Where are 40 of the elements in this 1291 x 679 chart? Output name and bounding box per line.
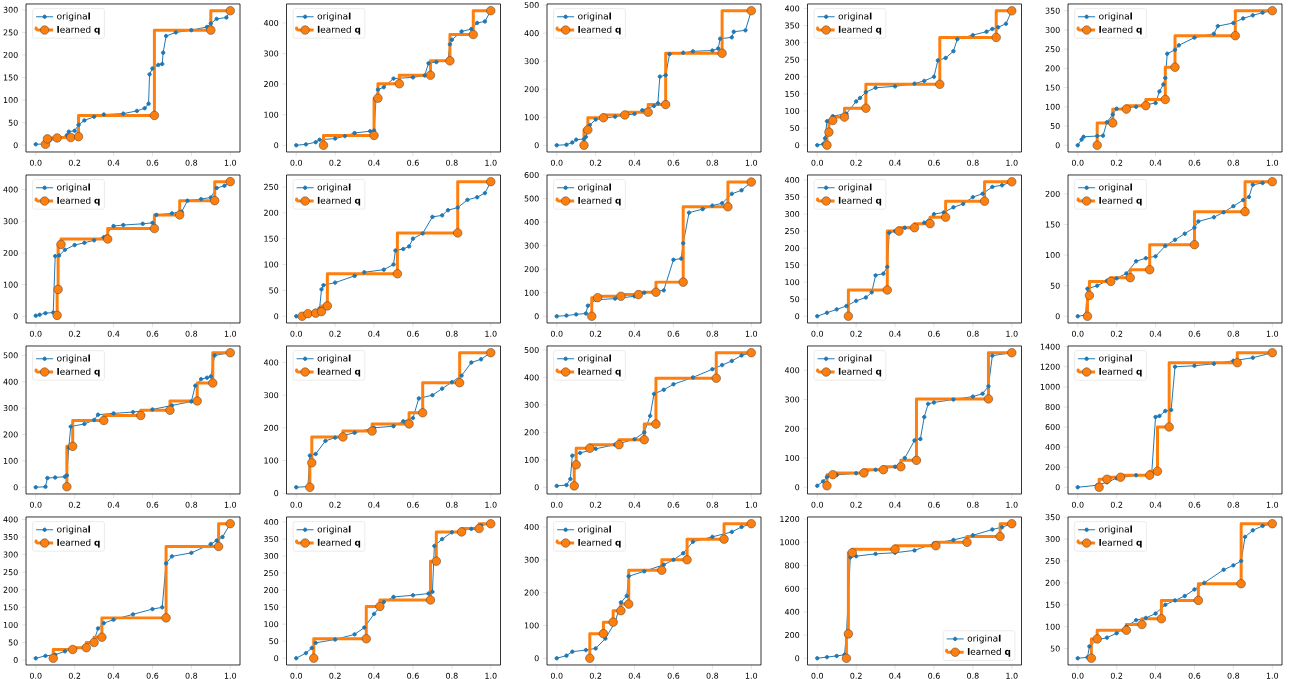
legend-label: original: [1099, 525, 1132, 535]
legend-label: original: [57, 354, 90, 364]
legend-label: original: [838, 183, 872, 193]
legend-label: original: [57, 12, 90, 22]
legend-label: original: [317, 354, 351, 364]
legend-label: original: [57, 525, 90, 535]
legend-label: learned q: [57, 538, 100, 548]
legend-label: learned q: [1099, 538, 1142, 548]
legend-label: learned q: [838, 367, 882, 377]
legend-label: learned q: [578, 25, 621, 35]
legend-label: learned q: [838, 25, 882, 35]
legend-label: original: [317, 12, 351, 22]
legend-label: learned q: [57, 367, 100, 377]
legend-label: original: [317, 183, 351, 193]
legend-label: learned q: [838, 196, 882, 206]
legend-label: original: [578, 183, 611, 193]
legend-label: original: [838, 354, 872, 364]
legend-label: original: [317, 525, 351, 535]
legend-label: original: [1099, 12, 1132, 22]
legend-label: original: [1099, 183, 1132, 193]
legend-label: learned q: [578, 538, 621, 548]
legend-label: original: [57, 183, 90, 193]
legend-label: learned q: [57, 25, 100, 35]
legend-label: learned q: [317, 25, 361, 35]
legend-label: original: [967, 634, 1001, 644]
legend-label: learned q: [578, 196, 621, 206]
legend-label: learned q: [578, 367, 621, 377]
legend-label: learned q: [1099, 367, 1142, 377]
legend-label: learned q: [317, 538, 361, 548]
legend-label: original: [578, 12, 611, 22]
legend-label: learned q: [967, 648, 1011, 657]
legend-label: learned q: [1099, 196, 1142, 206]
legend-label: learned q: [317, 367, 361, 377]
legend-label: original: [578, 525, 611, 535]
legend-label: original: [578, 354, 611, 364]
legend-label: learned q: [317, 196, 361, 206]
legend-label: learned q: [57, 196, 100, 206]
legend-label: original: [838, 12, 872, 22]
legend-label: learned q: [1099, 25, 1142, 35]
legend-label: original: [1099, 354, 1132, 364]
